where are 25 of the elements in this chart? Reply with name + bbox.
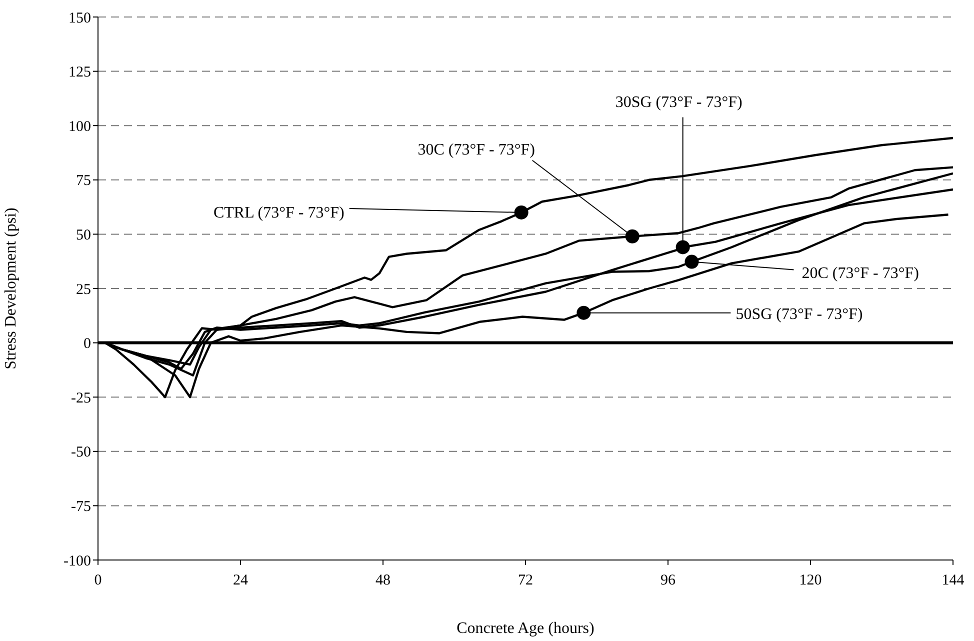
- x-tick-label: 0: [94, 572, 102, 589]
- y-tick-label: -25: [71, 390, 91, 406]
- y-tick-label: 100: [68, 118, 91, 135]
- y-tick-label: -100: [64, 553, 91, 570]
- x-tick-label: 144: [942, 572, 965, 589]
- y-tick-label: 75: [76, 173, 91, 190]
- annotation: 50SG (73°F - 73°F): [736, 306, 863, 323]
- x-tick-label: 72: [518, 572, 533, 589]
- annotation: 30SG (73°F - 73°F): [615, 94, 742, 112]
- x-tick-label: 24: [233, 572, 248, 589]
- annotation: 20C (73°F - 73°F): [802, 264, 919, 282]
- y-tick-label: 0: [84, 336, 91, 352]
- annotation: 30C (73°F - 73°F): [418, 141, 535, 158]
- y-axis-title: Stress Development (psi): [2, 208, 20, 370]
- y-tick-label: 50: [76, 228, 91, 244]
- y-tick-label: 25: [76, 282, 91, 298]
- y-tick-label: -75: [71, 499, 91, 516]
- x-tick-label: 96: [660, 572, 676, 589]
- x-tick-label: 48: [376, 572, 390, 589]
- x-tick-label: 120: [799, 572, 822, 589]
- annotation: CTRL (73°F - 73°F): [213, 204, 344, 222]
- y-tick-label: 150: [68, 10, 91, 26]
- y-tick-label: -50: [71, 444, 91, 461]
- x-axis-title: Concrete Age (hours): [456, 620, 594, 637]
- y-tick-label: 125: [68, 64, 91, 81]
